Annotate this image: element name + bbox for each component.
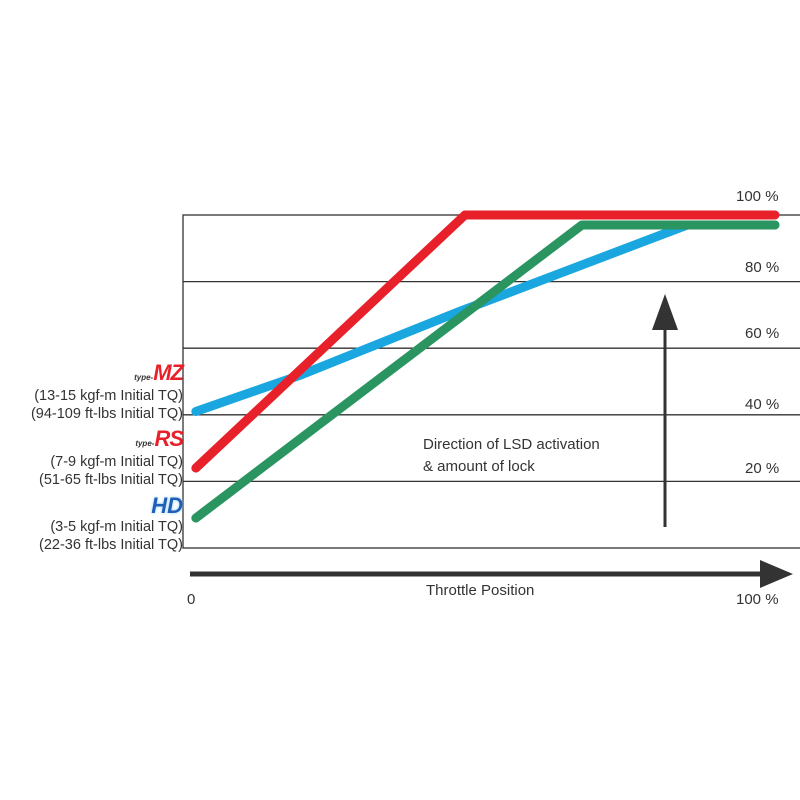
series-line-rs — [191, 210, 780, 473]
y-tick-label: 80 % — [745, 259, 780, 276]
series-line-hd — [191, 220, 780, 523]
legend-mz: type-MZ (13-15 kgf-m Initial TQ) (94-109… — [30, 360, 184, 423]
y-tick-label: 60 % — [745, 325, 780, 342]
annotation-line1: Direction of LSD activation — [423, 436, 600, 453]
legend-hd: HD (3-5 kgf-m Initial TQ) (22-36 ft-lbs … — [39, 493, 183, 554]
x-tick-label: 100 % — [736, 591, 779, 608]
mz-kgf: (13-15 kgf-m Initial TQ) — [34, 388, 183, 404]
x-axis-label: Throttle Position — [426, 582, 535, 599]
y-tick-label: 100 % — [736, 188, 779, 205]
rs-ftlbs: (51-65 ft-lbs Initial TQ) — [39, 472, 183, 488]
mz-ftlbs: (94-109 ft-lbs Initial TQ) — [30, 406, 183, 422]
hd-kgf: (3-5 kgf-m Initial TQ) — [50, 519, 183, 535]
annotation-line2: & amount of lock — [423, 458, 535, 475]
rs-kgf: (7-9 kgf-m Initial TQ) — [50, 454, 183, 470]
legend-rs: type-RS (7-9 kgf-m Initial TQ) (51-65 ft… — [39, 426, 184, 489]
y-tick-label: 20 % — [745, 460, 780, 477]
arrow-head-up-icon — [652, 294, 678, 330]
hd-logo: HD — [151, 493, 183, 518]
rs-logo: type-RS — [135, 426, 184, 451]
mz-logo: type-MZ — [134, 360, 184, 385]
arrow-head-right-icon — [760, 560, 793, 588]
hd-ftlbs: (22-36 ft-lbs Initial TQ) — [39, 537, 183, 553]
x-tick-label: 0 — [187, 591, 196, 608]
y-tick-label: 40 % — [745, 396, 780, 413]
